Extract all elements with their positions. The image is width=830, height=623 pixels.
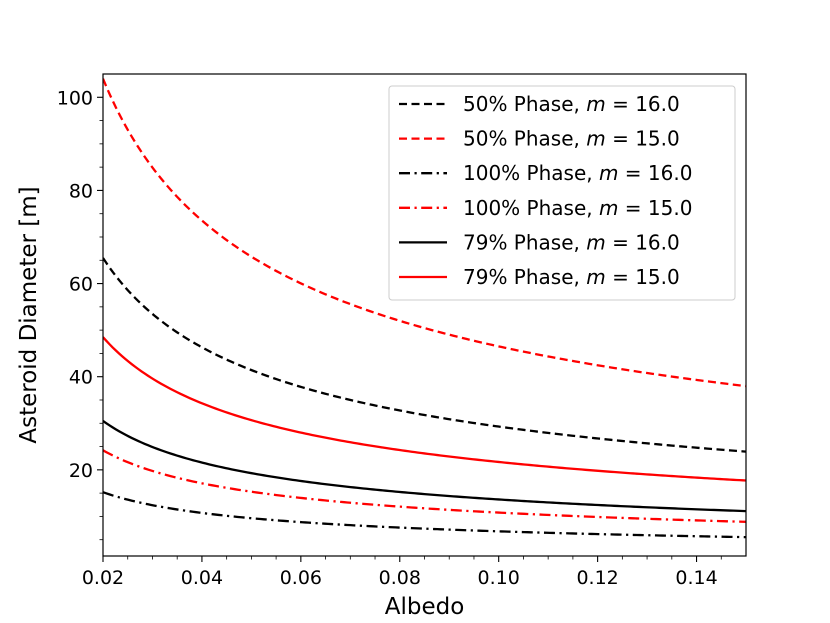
x-tick-label: 0.08	[379, 567, 421, 589]
series-line-5	[103, 420, 746, 513]
legend-label-prefix: 79% Phase,	[463, 230, 586, 254]
legend-label-eq: = 16.0	[618, 161, 692, 185]
x-tick-label: 0.04	[181, 567, 223, 589]
legend-label-eq: = 15.0	[606, 265, 680, 289]
series-line-4	[103, 449, 746, 523]
series-line-6	[103, 336, 746, 482]
x-tick-label: 0.02	[82, 567, 124, 589]
x-axis-label: Albedo	[385, 594, 465, 620]
legend-label-prefix: 79% Phase,	[463, 265, 586, 289]
legend-label-2: 50% Phase, m = 15.0	[463, 127, 680, 151]
legend-label-6: 79% Phase, m = 15.0	[463, 265, 680, 289]
legend-label-m: m	[586, 265, 605, 289]
legend-label-1: 50% Phase, m = 16.0	[463, 92, 680, 116]
legend-label-4: 100% Phase, m = 15.0	[463, 196, 692, 220]
legend-label-eq: = 15.0	[606, 127, 680, 151]
legend-label-prefix: 100% Phase,	[463, 161, 599, 185]
legend-label-m: m	[586, 92, 605, 116]
series-line-2	[103, 78, 746, 388]
series-line-1	[103, 257, 746, 453]
x-tick-label: 0.12	[576, 567, 618, 589]
y-tick-label: 20	[69, 460, 93, 482]
x-tick-label: 0.10	[478, 567, 520, 589]
y-tick-label: 100	[57, 87, 93, 109]
legend-label-eq: = 15.0	[618, 196, 692, 220]
legend-box	[388, 85, 736, 301]
x-tick-label: 0.14	[675, 567, 717, 589]
legend-label-eq: = 16.0	[606, 230, 680, 254]
ticks-layer: 0.02 0.04 0.06 0.08 0.10 0.12 0.14 20 40 60 80 100	[57, 87, 722, 589]
legend-label-m: m	[599, 196, 618, 220]
y-axis-label: Asteroid Diameter [m]	[16, 186, 42, 443]
legend-label-5: 79% Phase, m = 16.0	[463, 230, 680, 254]
series-layer	[103, 78, 746, 539]
legend: 50% Phase, m = 16.050% Phase, m = 15.010…	[388, 85, 736, 301]
legend-label-m: m	[586, 230, 605, 254]
x-tick-label: 0.06	[280, 567, 322, 589]
series-line-3	[103, 491, 746, 539]
legend-label-m: m	[599, 161, 618, 185]
legend-label-prefix: 50% Phase,	[463, 92, 586, 116]
y-tick-label: 80	[69, 180, 93, 202]
legend-label-prefix: 100% Phase,	[463, 196, 599, 220]
legend-label-3: 100% Phase, m = 16.0	[463, 161, 692, 185]
legend-label-prefix: 50% Phase,	[463, 127, 586, 151]
y-tick-label: 40	[69, 367, 93, 389]
legend-label-eq: = 16.0	[606, 92, 680, 116]
y-tick-label: 60	[69, 274, 93, 296]
legend-label-m: m	[586, 127, 605, 151]
